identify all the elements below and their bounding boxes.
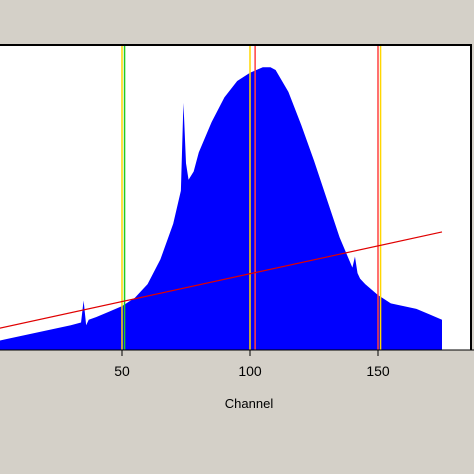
x-axis-title: Channel bbox=[225, 396, 274, 411]
trend-line bbox=[0, 231, 443, 329]
histogram-area bbox=[0, 67, 442, 350]
window-top-strip bbox=[0, 0, 474, 44]
x-tick-label-150: 150 bbox=[366, 363, 390, 379]
x-tick-label-50: 50 bbox=[114, 363, 130, 379]
x-tick-label-100: 100 bbox=[238, 363, 262, 379]
